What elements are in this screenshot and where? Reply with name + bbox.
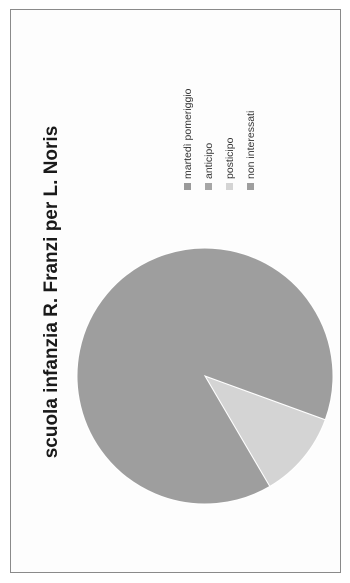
pie-slice [203, 375, 326, 488]
legend-swatch [205, 183, 212, 190]
legend-swatch [184, 183, 191, 190]
chart-title: scuola infanzia R. Franzi per L. Noris [41, 126, 62, 459]
legend-label: posticipo [224, 137, 236, 179]
pie-slice [76, 247, 334, 505]
legend-label: anticipo [203, 143, 215, 179]
legend-swatch [226, 183, 233, 190]
legend-label: martedì pomeriggio [182, 88, 194, 179]
legend-label: non interessati [245, 111, 257, 179]
legend-swatch [247, 183, 254, 190]
